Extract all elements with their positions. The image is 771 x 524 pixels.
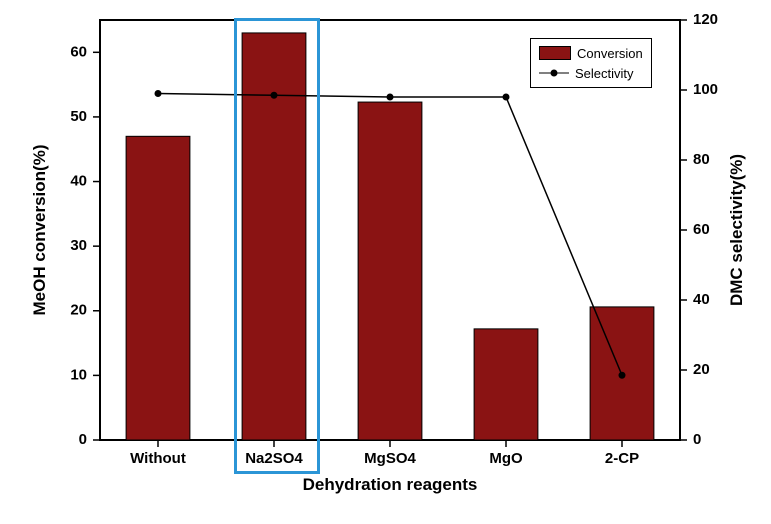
svg-text:10: 10 (70, 366, 87, 383)
selectivity-marker (619, 372, 626, 379)
svg-text:0: 0 (79, 431, 87, 448)
svg-text:20: 20 (70, 302, 87, 319)
x-tick-label: 2-CP (605, 450, 639, 467)
selectivity-marker (503, 94, 510, 101)
svg-text:60: 60 (70, 43, 87, 60)
svg-text:30: 30 (70, 237, 87, 254)
selectivity-marker (387, 94, 394, 101)
x-tick-label: Without (130, 450, 186, 467)
svg-text:60: 60 (693, 221, 710, 238)
bar (358, 102, 422, 440)
legend-line-icon (539, 67, 569, 79)
legend-label: Selectivity (575, 66, 634, 81)
bar (126, 136, 190, 440)
svg-text:0: 0 (693, 431, 701, 448)
selectivity-marker (155, 90, 162, 97)
legend-swatch (539, 46, 571, 60)
svg-text:100: 100 (693, 81, 718, 98)
chart-svg: 0 10 20 30 40 50 60 0 20 40 60 80 100 120 Without Na2SO… (0, 0, 771, 524)
x-axis-label: Dehydration reagents (303, 475, 478, 494)
legend-row: Conversion (539, 43, 643, 63)
x-tick-label: MgSO4 (364, 450, 416, 467)
selectivity-marker (271, 92, 278, 99)
chart-stage: 0 10 20 30 40 50 60 0 20 40 60 80 100 120 Without Na2SO… (0, 0, 771, 524)
y-right-axis-label: DMC selectivity(%) (727, 154, 746, 306)
svg-text:80: 80 (693, 151, 710, 168)
legend-row: Selectivity (539, 63, 643, 83)
x-tick-label: MgO (489, 450, 523, 467)
legend-label: Conversion (577, 46, 643, 61)
x-tick-label: Na2SO4 (245, 450, 303, 467)
svg-text:50: 50 (70, 108, 87, 125)
svg-text:40: 40 (70, 173, 87, 190)
y-left-axis-label: MeOH conversion(%) (30, 145, 49, 316)
svg-text:120: 120 (693, 11, 718, 28)
svg-text:40: 40 (693, 291, 710, 308)
legend: Conversion Selectivity (530, 38, 652, 88)
bar (474, 329, 538, 440)
svg-text:20: 20 (693, 361, 710, 378)
